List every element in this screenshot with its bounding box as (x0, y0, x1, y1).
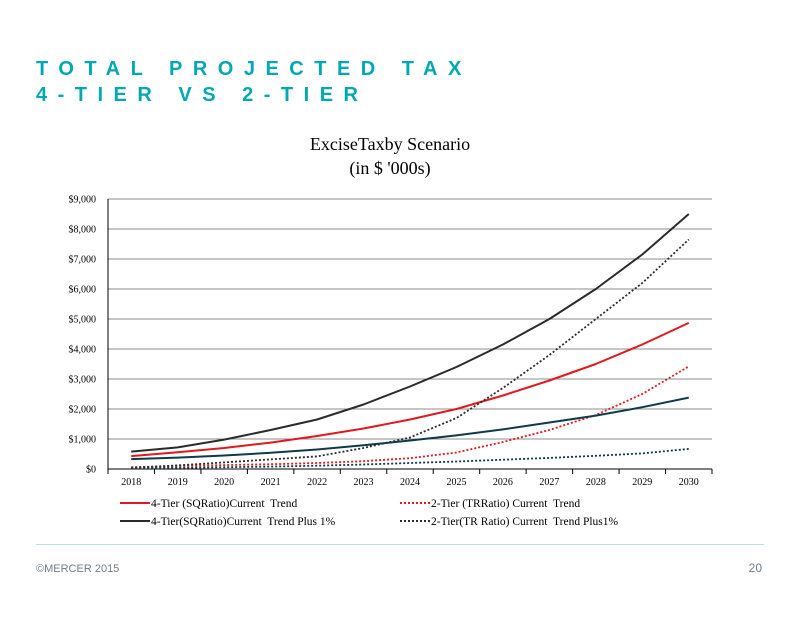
y-tick-label: $3,000 (69, 375, 97, 386)
y-tick-label: $0 (86, 465, 96, 476)
y-tick-label: $5,000 (69, 315, 97, 326)
y-tick-label: $8,000 (69, 225, 97, 236)
footer-divider (36, 544, 764, 545)
slide-title: TOTAL PROJECTED TAX 4-TIER VS 2-TIER (36, 56, 472, 108)
x-tick-label: 2028 (586, 477, 606, 488)
x-tick-label: 2030 (679, 477, 699, 488)
x-tick-label: 2022 (307, 477, 327, 488)
y-tick-label: $9,000 (69, 195, 97, 206)
y-tick-label: $7,000 (69, 255, 97, 266)
page-number: 20 (748, 561, 762, 575)
x-tick-label: 2026 (493, 477, 513, 488)
legend-label: 2-Tier(TR Ratio) Current Trend Plus1% (431, 516, 619, 528)
legend-label: 4-Tier (SQRatio)Current Trend (151, 498, 297, 510)
series-line-4 (131, 238, 690, 469)
y-tick-label: $4,000 (69, 345, 97, 356)
copyright-text: ©MERCER 2015 (36, 563, 120, 575)
legend-label: 4-Tier(SQRatio)Current Trend Plus 1% (151, 516, 336, 528)
slide-title-line1: TOTAL PROJECTED TAX (36, 58, 472, 80)
x-tick-label: 2029 (632, 477, 652, 488)
legend-label: 2-Tier (TRRatio) Current Trend (431, 498, 580, 510)
series-line-6 (131, 448, 689, 470)
y-tick-label: $2,000 (69, 405, 97, 416)
x-tick-label: 2018 (121, 477, 141, 488)
x-tick-label: 2024 (400, 477, 420, 488)
series-line-2 (131, 365, 690, 469)
x-tick-label: 2023 (354, 477, 374, 488)
x-tick-label: 2027 (539, 477, 559, 488)
x-tick-label: 2025 (446, 477, 466, 488)
series-line-3 (131, 213, 690, 453)
y-tick-label: $1,000 (69, 435, 97, 446)
series-line-5 (131, 396, 690, 461)
chart-title: ExciseTaxby Scenario (309, 134, 471, 154)
x-tick-label: 2019 (168, 477, 188, 488)
x-tick-label: 2020 (214, 477, 234, 488)
y-tick-label: $6,000 (69, 285, 97, 296)
excise-tax-line-chart: $0 $1,000 $2,000 $3,000 $4,000 $5,000 $6,000 $7… (69, 195, 713, 528)
slide-title-line2: 4-TIER VS 2-TIER (36, 84, 369, 106)
chart-subtitle: (in $ '000s) (349, 158, 431, 178)
x-tick-label: 2021 (261, 477, 281, 488)
chart-title-block: ExciseTaxby Scenario (in $ '000s) (200, 132, 580, 180)
series-line-1 (131, 321, 690, 458)
